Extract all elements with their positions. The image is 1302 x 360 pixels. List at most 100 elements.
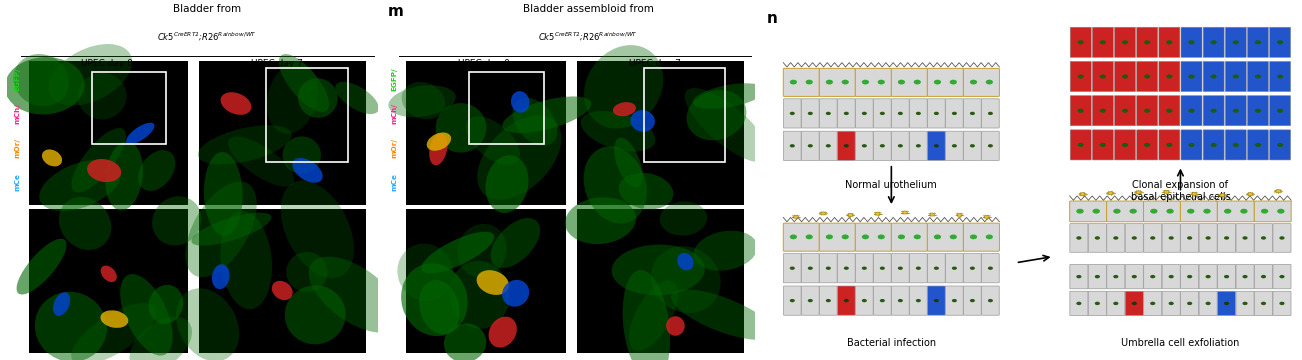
Ellipse shape: [283, 136, 322, 174]
Ellipse shape: [388, 85, 456, 117]
Circle shape: [898, 144, 902, 148]
Circle shape: [1077, 209, 1083, 213]
FancyBboxPatch shape: [1125, 265, 1143, 289]
Ellipse shape: [629, 280, 678, 351]
Circle shape: [1150, 275, 1155, 278]
Circle shape: [1247, 193, 1253, 196]
FancyBboxPatch shape: [874, 99, 891, 128]
Circle shape: [1131, 275, 1137, 278]
FancyBboxPatch shape: [982, 286, 999, 315]
FancyBboxPatch shape: [1163, 224, 1180, 252]
FancyBboxPatch shape: [1273, 291, 1292, 316]
Ellipse shape: [457, 224, 506, 277]
Ellipse shape: [298, 78, 337, 118]
Ellipse shape: [152, 196, 202, 246]
FancyBboxPatch shape: [1181, 130, 1202, 160]
Bar: [643, 68, 725, 162]
Circle shape: [1189, 75, 1195, 78]
Circle shape: [1277, 209, 1285, 213]
Bar: [577, 61, 743, 205]
FancyBboxPatch shape: [784, 286, 801, 315]
Circle shape: [1081, 193, 1085, 196]
Ellipse shape: [5, 57, 85, 114]
Ellipse shape: [486, 155, 529, 213]
Text: EGFP/: EGFP/: [392, 67, 397, 91]
Text: mCe: mCe: [14, 173, 20, 191]
Text: Umbrella cell exfoliation: Umbrella cell exfoliation: [1121, 338, 1240, 348]
FancyBboxPatch shape: [1163, 291, 1180, 316]
Circle shape: [1189, 40, 1195, 44]
Circle shape: [1150, 209, 1157, 213]
Circle shape: [1078, 75, 1083, 78]
FancyBboxPatch shape: [1203, 96, 1224, 126]
Circle shape: [875, 212, 880, 215]
Circle shape: [790, 144, 794, 148]
Circle shape: [790, 112, 794, 115]
FancyBboxPatch shape: [1125, 291, 1143, 316]
Circle shape: [1167, 143, 1172, 147]
Ellipse shape: [491, 218, 540, 268]
Circle shape: [1144, 40, 1150, 44]
FancyBboxPatch shape: [1137, 27, 1157, 57]
FancyBboxPatch shape: [1070, 265, 1088, 289]
Circle shape: [1078, 109, 1083, 113]
FancyBboxPatch shape: [1225, 96, 1246, 126]
Ellipse shape: [449, 261, 509, 329]
FancyBboxPatch shape: [1143, 201, 1181, 222]
FancyBboxPatch shape: [784, 68, 819, 96]
FancyBboxPatch shape: [892, 99, 909, 128]
Circle shape: [988, 144, 993, 148]
Circle shape: [1276, 190, 1281, 193]
Circle shape: [1092, 209, 1100, 213]
FancyBboxPatch shape: [802, 131, 819, 161]
Ellipse shape: [17, 239, 66, 294]
Circle shape: [1095, 302, 1100, 305]
Ellipse shape: [198, 125, 292, 165]
Circle shape: [898, 266, 902, 270]
FancyBboxPatch shape: [874, 253, 891, 283]
Ellipse shape: [671, 289, 773, 340]
Circle shape: [952, 144, 957, 148]
FancyBboxPatch shape: [892, 131, 909, 161]
Ellipse shape: [126, 123, 155, 144]
Text: mCe: mCe: [392, 173, 397, 191]
FancyBboxPatch shape: [945, 99, 963, 128]
Ellipse shape: [612, 244, 704, 295]
Ellipse shape: [138, 150, 176, 191]
Circle shape: [988, 299, 993, 302]
Ellipse shape: [100, 310, 129, 328]
Ellipse shape: [185, 181, 256, 277]
Circle shape: [984, 215, 990, 218]
Circle shape: [898, 80, 905, 85]
Circle shape: [986, 234, 993, 239]
Text: EGFP/: EGFP/: [14, 67, 20, 91]
Circle shape: [934, 299, 939, 302]
FancyBboxPatch shape: [1181, 265, 1199, 289]
Ellipse shape: [72, 128, 126, 193]
Ellipse shape: [503, 280, 529, 307]
Circle shape: [915, 144, 921, 148]
FancyBboxPatch shape: [1092, 130, 1113, 160]
Circle shape: [970, 80, 976, 85]
Ellipse shape: [565, 197, 635, 244]
Ellipse shape: [478, 115, 561, 200]
Ellipse shape: [309, 257, 401, 333]
Ellipse shape: [615, 138, 642, 188]
Ellipse shape: [267, 62, 318, 134]
Circle shape: [1233, 40, 1240, 44]
Circle shape: [1224, 302, 1229, 305]
Ellipse shape: [422, 232, 495, 273]
FancyBboxPatch shape: [1273, 224, 1292, 252]
Ellipse shape: [488, 316, 517, 347]
Circle shape: [1131, 302, 1137, 305]
Circle shape: [1203, 209, 1211, 213]
Ellipse shape: [272, 281, 293, 300]
Ellipse shape: [466, 116, 519, 165]
FancyBboxPatch shape: [982, 253, 999, 283]
Text: mOr/: mOr/: [392, 138, 397, 158]
FancyBboxPatch shape: [855, 131, 874, 161]
FancyBboxPatch shape: [1070, 96, 1091, 126]
Ellipse shape: [228, 136, 294, 187]
FancyBboxPatch shape: [819, 286, 837, 315]
FancyBboxPatch shape: [1247, 96, 1268, 126]
